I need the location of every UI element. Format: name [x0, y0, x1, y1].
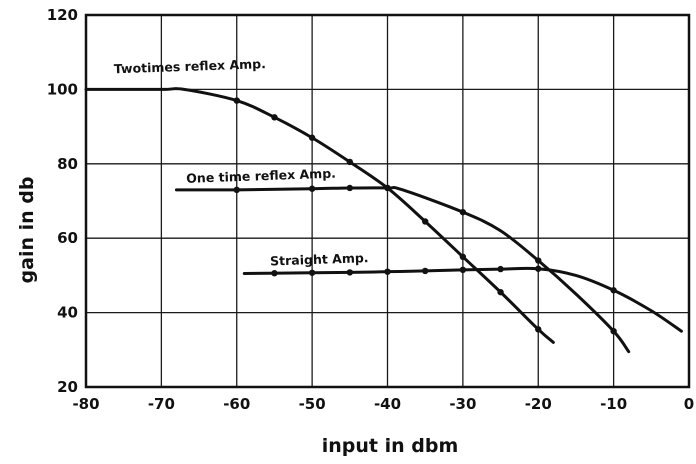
y-tick-label: 80 [57, 155, 78, 173]
data-point [459, 253, 467, 260]
data-point [535, 257, 542, 264]
series-labels: Twotimes reflex Amp. One time reflex Amp.… [114, 56, 369, 268]
x-tick-label: -60 [223, 395, 250, 413]
series-label: Straight Amp. [270, 250, 369, 268]
y-tick-label: 100 [47, 80, 78, 98]
x-tick-label: -30 [449, 395, 476, 413]
data-point [459, 266, 467, 274]
data-point [497, 265, 504, 273]
data-point [233, 186, 240, 194]
x-tick-label: -80 [72, 395, 99, 413]
x-tick-label: 0 [684, 395, 694, 413]
series-markers [233, 97, 617, 335]
x-tick-label: -50 [299, 395, 326, 413]
data-point [421, 267, 429, 275]
data-point [497, 288, 504, 296]
series-label: One time reflex Amp. [186, 166, 336, 186]
y-axis-label: gain in db [16, 177, 38, 284]
data-point [308, 185, 316, 192]
data-point [610, 287, 617, 294]
data-point [535, 265, 542, 272]
series-line-1 [174, 186, 631, 354]
data-point [346, 184, 354, 192]
x-tick-label: -70 [148, 395, 175, 413]
data-point [459, 208, 467, 216]
x-tick-label: -20 [525, 395, 552, 413]
data-point [346, 269, 354, 276]
data-point [535, 326, 542, 333]
data-point [308, 134, 316, 141]
series-line-0 [84, 87, 555, 344]
y-tick-labels: 20 40 60 80 100 120 [47, 6, 78, 396]
y-tick-label: 120 [47, 6, 78, 24]
data-point [384, 268, 391, 275]
data-point [233, 97, 240, 104]
plot-frame [84, 13, 691, 389]
y-tick-label: 20 [57, 378, 78, 396]
y-tick-label: 40 [57, 304, 78, 322]
data-point [384, 184, 391, 192]
data-point [421, 218, 429, 225]
data-point [308, 269, 316, 276]
data-point [346, 158, 354, 166]
data-point [271, 270, 278, 277]
data-point [271, 114, 278, 121]
x-tick-label: -40 [374, 395, 401, 413]
data-point [610, 328, 617, 335]
x-tick-label: -10 [600, 395, 627, 413]
y-tick-label: 60 [57, 229, 78, 247]
x-tick-labels: -80 -70 -60 -50 -40 -30 -20 -10 0 [72, 395, 694, 413]
x-axis-label: input in dbm [322, 435, 459, 457]
series-label: Twotimes reflex Amp. [114, 56, 266, 76]
